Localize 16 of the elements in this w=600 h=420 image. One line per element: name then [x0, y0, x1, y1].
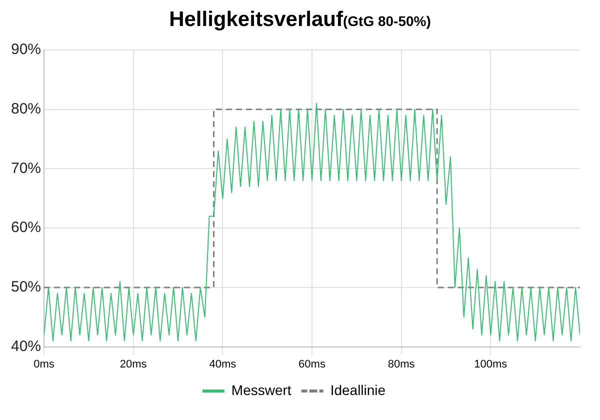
y-tick-label: 50% — [10, 278, 42, 296]
legend-label: Ideallinie — [330, 382, 386, 398]
y-tick-label: 90% — [10, 41, 42, 58]
legend-label: Messwert — [231, 382, 292, 398]
chart-title: Helligkeitsverlauf — [169, 8, 343, 31]
x-tick-label: 0ms — [34, 358, 55, 370]
y-tick-label: 80% — [10, 100, 42, 118]
y-tick-label: 60% — [10, 219, 42, 236]
y-tick-label: 40% — [10, 338, 42, 355]
x-tick-label: 20ms — [120, 358, 148, 370]
x-tick-label: 100ms — [474, 358, 508, 370]
x-tick-label: 80ms — [388, 358, 416, 370]
chart-subtitle: (GtG 80-50%) — [342, 13, 431, 29]
x-tick-label: 60ms — [298, 358, 326, 370]
x-tick-label: 40ms — [209, 358, 237, 370]
y-tick-label: 70% — [10, 160, 42, 177]
